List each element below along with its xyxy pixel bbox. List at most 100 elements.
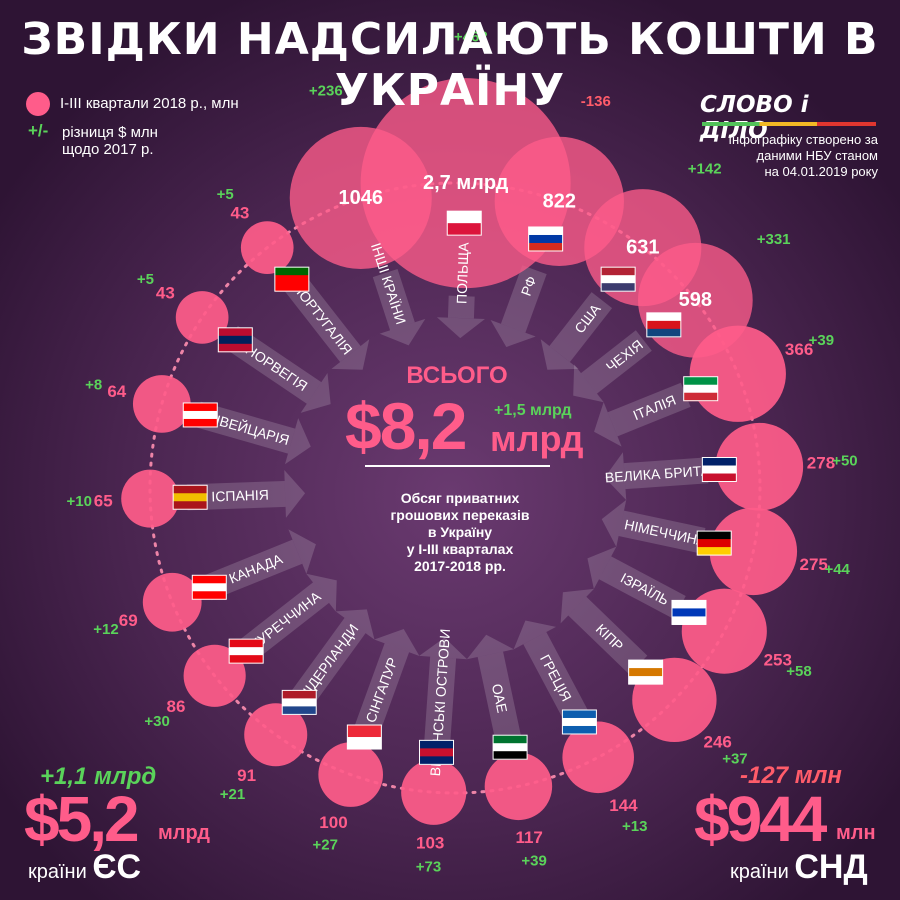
value-label-greece: 144 [609,796,638,815]
value-label-uk: 278 [807,453,835,472]
flag-uk [701,457,737,483]
eu-diff: +1,1 млрд [40,763,157,790]
total-label: ВСЬОГО [406,362,508,389]
diff-label-uk: +50 [832,453,857,470]
bubble-switzerland [132,375,191,433]
cis-group: СНД [794,848,868,886]
subtitle-line2: грошових переказів [390,507,530,523]
value-label-bvi: 103 [416,834,444,853]
bubble-netherlands [244,703,308,767]
flag-greece [561,709,597,735]
eu-label: країни ЄС [28,848,141,887]
logo-color-bar [702,122,876,126]
subtitle-line1: Обсяг приватних [400,490,520,506]
arrowhead-uae [466,634,514,660]
arrow-uae [477,651,523,749]
arrow-singapore [352,643,410,742]
arrowhead-turkey [306,573,337,612]
value-label-portugal: 43 [230,204,249,223]
value-label-norway: 43 [156,284,175,303]
bubble-uae [484,752,553,821]
bubble-norway [175,291,229,344]
arrowhead-norway [300,373,331,413]
flag-italy [683,376,719,402]
legend-diff-line2: щодо 2017 р. [62,141,154,158]
arrow-bvi [423,656,457,753]
arrowhead-netherlands [335,609,375,640]
eu-value: $5,2 [24,783,140,855]
flag-russia [528,226,564,252]
value-label-russia: 822 [543,190,576,212]
value-label-usa: 631 [626,237,659,259]
legend-diff-line1: різниця $ млн [62,124,158,141]
flag-spain [172,484,208,510]
arrow-germany [618,510,706,554]
arrow-italy [607,382,691,437]
flag-netherlands [281,689,317,715]
source-line3: на 04.01.2019 року [764,164,879,179]
arrow-uk [623,457,709,490]
arrow-poland [447,295,475,319]
arrowhead-canada [288,529,316,574]
diff-label-italy: +39 [809,332,834,349]
diff-label-bvi: +73 [416,859,441,876]
flag-bvi [419,739,455,765]
arrow-greece [523,631,590,725]
country-label-russia: РФ [518,274,540,298]
legend-diff-sign: +/- [28,121,49,140]
value-label-poland: 2,7 млрд [423,172,509,194]
value-label-canada: 69 [119,611,138,630]
arrowhead-czech [573,364,604,403]
value-label-italy: 366 [785,340,813,359]
bubble-portugal [240,221,294,275]
arrow-czech [580,330,652,394]
cis-unit: млн [836,822,876,844]
diff-label-uae: +39 [521,852,546,869]
eu-unit: млрд [158,822,210,844]
page-title: ЗВІДКИ НАДСИЛАЮТЬ КОШТИ В УКРАЇНУ [21,14,879,116]
bubble-greece [562,721,634,794]
arrowhead-greece [513,620,557,650]
arrowhead-uk [604,452,627,501]
country-label-poland: ПОЛЬЩА [453,241,471,304]
diff-label-netherlands: +21 [220,786,245,803]
arrowhead-bvi [419,637,468,660]
bubble-singapore [318,742,384,807]
value-label-czech: 598 [679,289,712,311]
flag-israel [671,599,707,625]
diff-label-russia: -136 [581,93,611,110]
flag-switzerland [182,402,218,428]
arrowhead-spain [284,469,306,518]
arrow-russia [500,265,547,333]
value-label-spain: 65 [94,491,113,510]
arrowhead-germany [601,499,627,547]
arrowhead-cyprus [560,588,594,624]
flag-poland [446,210,482,236]
country-label-spain: ІСПАНІЯ [211,487,269,505]
flag-canada [191,574,227,600]
cis-label: країни СНД [730,848,868,887]
diff-label-cyprus: +37 [722,750,747,767]
source-note: Інфографіку створено за даними НБУ стано… [658,132,878,180]
arrowhead-israel [587,546,617,590]
bubble-italy [689,325,786,422]
diff-label-czech: +331 [757,231,791,248]
diff-label-germany: +44 [824,561,850,578]
value-label-netherlands: 91 [237,766,256,785]
value-label-cyprus: 246 [703,733,731,752]
legend-bubble-marker [26,92,50,116]
flag-norway [217,327,253,353]
subtitle-line4: у І-ІІІ кварталах [406,541,514,557]
legend-bubble-text: І-ІІІ квартали 2018 р., млн [60,95,239,112]
divider [365,465,550,467]
diff-label-greece: +13 [622,818,647,835]
flag-turkey [228,638,264,664]
diff-label-israel: +58 [786,663,811,680]
flag-singapore [346,724,382,750]
diff-label-singapore: +27 [313,836,338,853]
value-label-other: 1046 [338,187,383,209]
arrowhead-switzerland [284,418,311,465]
arrowhead-usa [540,339,579,370]
total-diff: +1,5 млрд [494,402,572,419]
source-line1: Інфографіку створено за [728,132,878,147]
